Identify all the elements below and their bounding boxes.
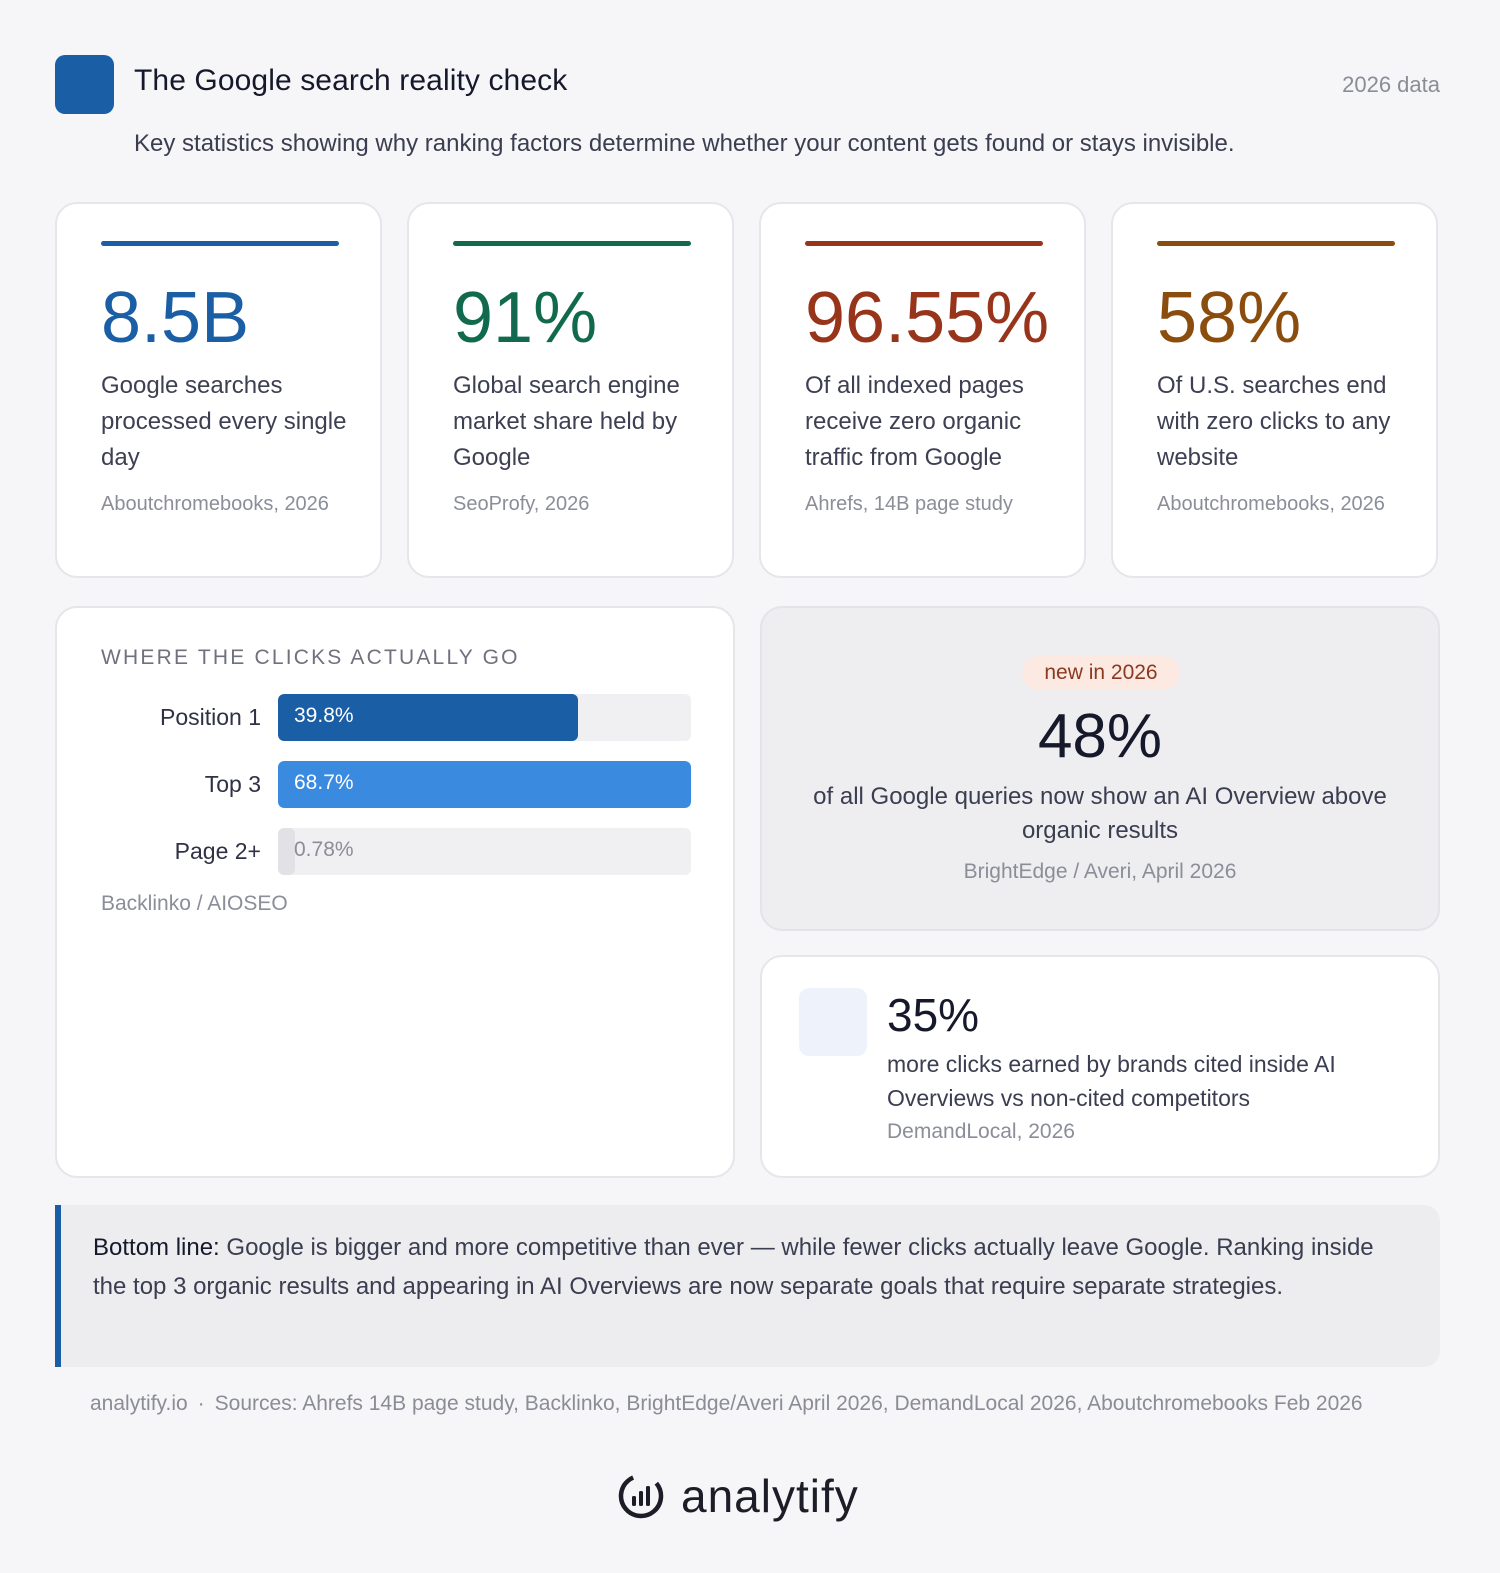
ai-overview-value: 48%: [1037, 702, 1163, 771]
cited-brands-card: 35% more clicks earned by brands cited i…: [760, 955, 1440, 1178]
analytify-logo-text: analytify: [681, 1470, 859, 1522]
stat-value: 96.55%: [805, 278, 1050, 358]
click-bar-fill: [278, 828, 295, 875]
cited-icon-tile: [799, 988, 867, 1056]
stat-source: Ahrefs, 14B page study: [805, 493, 1013, 515]
page-title: The Google search reality check: [134, 64, 568, 97]
click-bar-value: 68.7%: [294, 771, 354, 794]
clicks-source: Backlinko / AIOSEO: [101, 892, 288, 915]
ai-overview-source: BrightEdge / Averi, April 2026: [963, 860, 1237, 883]
stat-card-market-share: 91% Global search engine market share he…: [407, 202, 734, 578]
click-bar-track: 68.7%: [278, 761, 691, 808]
bottom-line-body: Google is bigger and more competitive th…: [93, 1234, 1374, 1300]
stat-value: 8.5B: [101, 278, 250, 358]
cited-value: 35%: [887, 989, 980, 1041]
clicks-card-title: WHERE THE CLICKS ACTUALLY GO: [101, 646, 520, 669]
click-bar-track: 39.8%: [278, 694, 691, 741]
bottom-line-label: Bottom line:: [93, 1234, 220, 1261]
click-bar-row: Position 1 39.8%: [57, 694, 737, 742]
cited-description: more clicks earned by brands cited insid…: [887, 1051, 1336, 1111]
click-bar-label: Position 1: [159, 704, 261, 730]
footer-source-list: Sources: Ahrefs 14B page study, Backlink…: [214, 1392, 1363, 1415]
stat-value: 91%: [453, 278, 598, 358]
clicks-distribution-card: WHERE THE CLICKS ACTUALLY GO Position 1 …: [55, 606, 735, 1178]
stat-card-zero-traffic: 96.55% Of all indexed pages receive zero…: [759, 202, 1086, 578]
click-bar-track: 0.78%: [278, 828, 691, 875]
click-bar-value: 39.8%: [294, 704, 354, 727]
stat-accent-bar: [805, 241, 1043, 246]
stat-description: Of all indexed pages receive zero organi…: [805, 372, 1024, 471]
analytify-logo-icon: [618, 1473, 664, 1519]
analytify-logo[interactable]: analytify: [617, 1468, 887, 1524]
stat-description: Of U.S. searches end with zero clicks to…: [1157, 372, 1391, 471]
bottom-line-text: Bottom line: Google is bigger and more c…: [93, 1229, 1403, 1306]
footer-site-link[interactable]: analytify.io: [90, 1392, 188, 1415]
click-bar-fill: [278, 694, 578, 741]
stat-source: Aboutchromebooks, 2026: [101, 493, 329, 515]
footer-sources: analytify.io · Sources: Ahrefs 14B page st…: [90, 1392, 1363, 1416]
stat-source: SeoProfy, 2026: [453, 493, 590, 515]
click-bar-label: Top 3: [204, 771, 261, 797]
stat-source: Aboutchromebooks, 2026: [1157, 493, 1385, 515]
stat-value: 58%: [1157, 278, 1302, 358]
stat-accent-bar: [101, 241, 339, 246]
click-bar-label: Page 2+: [174, 838, 261, 864]
bottom-line-callout: Bottom line: Google is bigger and more c…: [55, 1205, 1440, 1367]
ai-overview-description: of all Google queries now show an AI Ove…: [813, 783, 1387, 844]
click-bar-fill: [278, 761, 691, 808]
new-badge: new in 2026: [1022, 656, 1180, 690]
click-bar-row: Page 2+ 0.78%: [57, 828, 737, 876]
header-brand-square: [55, 55, 114, 114]
stat-card-daily-searches: 8.5B Google searches processed every sin…: [55, 202, 382, 578]
stat-accent-bar: [453, 241, 691, 246]
click-bar-value: 0.78%: [294, 838, 354, 861]
year-tag: 2026 data: [1342, 72, 1440, 97]
footer-separator: ·: [197, 1392, 205, 1415]
cited-source: DemandLocal, 2026: [887, 1120, 1075, 1143]
page-subtitle: Key statistics showing why ranking facto…: [134, 130, 1235, 157]
click-bar-row: Top 3 68.7%: [57, 761, 737, 809]
stat-accent-bar: [1157, 241, 1395, 246]
stat-card-zero-clicks: 58% Of U.S. searches end with zero click…: [1111, 202, 1438, 578]
stat-description: Google searches processed every single d…: [101, 372, 347, 471]
ai-overview-card: new in 2026 48% of all Google queries no…: [760, 606, 1440, 931]
stat-description: Global search engine market share held b…: [453, 372, 680, 471]
